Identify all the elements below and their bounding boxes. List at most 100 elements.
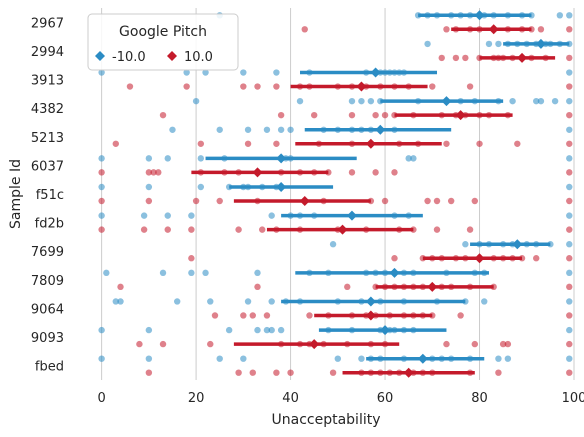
point-0-10-2: [174, 298, 181, 305]
point-0-9-3: [202, 269, 209, 277]
legend-marker-0: [95, 51, 105, 61]
point-0-6-1: [145, 183, 153, 191]
confidence-intervals: [191, 13, 570, 375]
point-0-6-0: [98, 183, 105, 191]
point-0-7-2: [164, 212, 171, 219]
point-1-11-11: [471, 340, 478, 348]
point-1-12-16: [566, 369, 573, 376]
y-tick-label-9064: 9064: [31, 302, 64, 317]
point-1-11-2: [207, 340, 214, 348]
mean-1-3: [455, 110, 466, 121]
point-1-11-0: [136, 340, 143, 348]
point-0-9-0: [103, 269, 110, 277]
point-1-7-2: [164, 226, 171, 233]
point-1-10-3: [263, 312, 271, 319]
point-1-4-0: [112, 140, 119, 147]
point-1-2-15: [566, 83, 573, 90]
legend-items: -10.0 10.0: [95, 50, 213, 65]
point-1-0-10: [566, 26, 573, 33]
mean-1-11: [309, 339, 320, 350]
point-1-6-1: [145, 197, 153, 205]
point-1-6-11: [447, 197, 455, 205]
point-1-12-15: [495, 369, 502, 376]
mean-1-9: [427, 281, 438, 292]
x-tick-label-100: 100: [562, 391, 584, 406]
point-1-10-4: [306, 312, 313, 319]
point-1-7-15: [566, 226, 573, 233]
point-0-4-1: [216, 126, 223, 133]
mean-markers: [252, 10, 546, 378]
point-0-3-13: [537, 97, 545, 105]
mean-0-0: [474, 10, 485, 21]
point-0-3-11: [509, 97, 516, 105]
mean-0-1: [535, 38, 546, 49]
point-1-6-8: [381, 197, 389, 205]
point-1-10-0: [211, 312, 219, 319]
point-0-7-10: [566, 212, 573, 219]
point-0-7-4: [268, 212, 275, 219]
mean-0-6: [276, 182, 287, 192]
point-0-5-3: [197, 155, 205, 162]
point-0-5-10: [566, 155, 573, 162]
point-0-12-15: [504, 355, 512, 362]
point-0-12-3: [240, 355, 247, 362]
x-tick-label-0: 0: [97, 391, 105, 406]
point-1-5-13: [372, 169, 379, 176]
point-0-10-3: [207, 298, 214, 305]
point-0-8-0: [329, 241, 337, 248]
point-1-11-10: [443, 340, 450, 348]
point-1-6-13: [566, 197, 573, 205]
point-1-2-3: [254, 83, 261, 90]
x-tick-label-60: 60: [377, 391, 394, 406]
point-1-6-3: [216, 197, 223, 205]
y-tick-label-2967: 2967: [31, 16, 64, 31]
point-0-2-1: [183, 69, 190, 76]
y-tick-label-9093: 9093: [31, 331, 64, 346]
mean-1-12: [403, 367, 414, 378]
x-axis-label: Unacceptability: [272, 412, 381, 428]
point-0-5-8: [405, 155, 412, 162]
mean-0-3: [441, 96, 452, 107]
legend-marker-1: [167, 51, 177, 61]
point-0-11-6: [277, 326, 285, 334]
mean-1-8: [474, 253, 485, 264]
point-1-3-1: [277, 111, 285, 119]
point-1-1-11: [566, 54, 573, 62]
point-0-4-0: [169, 126, 176, 133]
point-1-6-12: [471, 197, 478, 205]
point-1-11-13: [504, 340, 512, 348]
point-1-4-10: [476, 140, 483, 147]
y-tick-label-fd2b: fd2b: [35, 217, 64, 232]
point-1-8-1: [391, 255, 398, 262]
point-1-8-13: [566, 255, 573, 262]
point-0-4-5: [287, 126, 294, 133]
point-1-3-2: [310, 111, 318, 119]
point-0-10-15: [566, 298, 573, 305]
point-1-2-1: [183, 83, 190, 90]
y-axis-ticks: 2967 2994 3913 4382 5213 6037 f51c fd2b 7699 7809…: [31, 16, 64, 374]
point-1-0-0: [301, 26, 308, 33]
point-0-8-9: [566, 241, 573, 248]
point-1-1-1: [452, 54, 460, 62]
point-1-5-14: [391, 169, 398, 176]
point-1-7-0: [98, 226, 105, 233]
point-0-9-4: [254, 269, 261, 277]
point-0-5-9: [410, 155, 417, 162]
point-0-9-2: [188, 269, 195, 277]
y-tick-label-7809: 7809: [31, 274, 64, 289]
point-0-9-16: [566, 269, 573, 277]
point-1-9-0: [117, 283, 124, 291]
point-1-4-3: [273, 140, 280, 147]
point-0-2-2: [202, 69, 209, 76]
mean-1-10: [365, 310, 376, 321]
point-1-6-10: [433, 197, 441, 205]
point-1-7-4: [235, 226, 242, 233]
point-1-4-2: [244, 140, 252, 147]
mean-1-4: [365, 138, 376, 149]
mean-0-9: [389, 267, 400, 278]
point-0-12-4: [334, 355, 342, 362]
y-tick-label-2994: 2994: [31, 45, 64, 60]
point-0-5-2: [164, 155, 171, 162]
point-1-7-3: [188, 226, 195, 233]
point-1-12-3: [273, 369, 280, 376]
